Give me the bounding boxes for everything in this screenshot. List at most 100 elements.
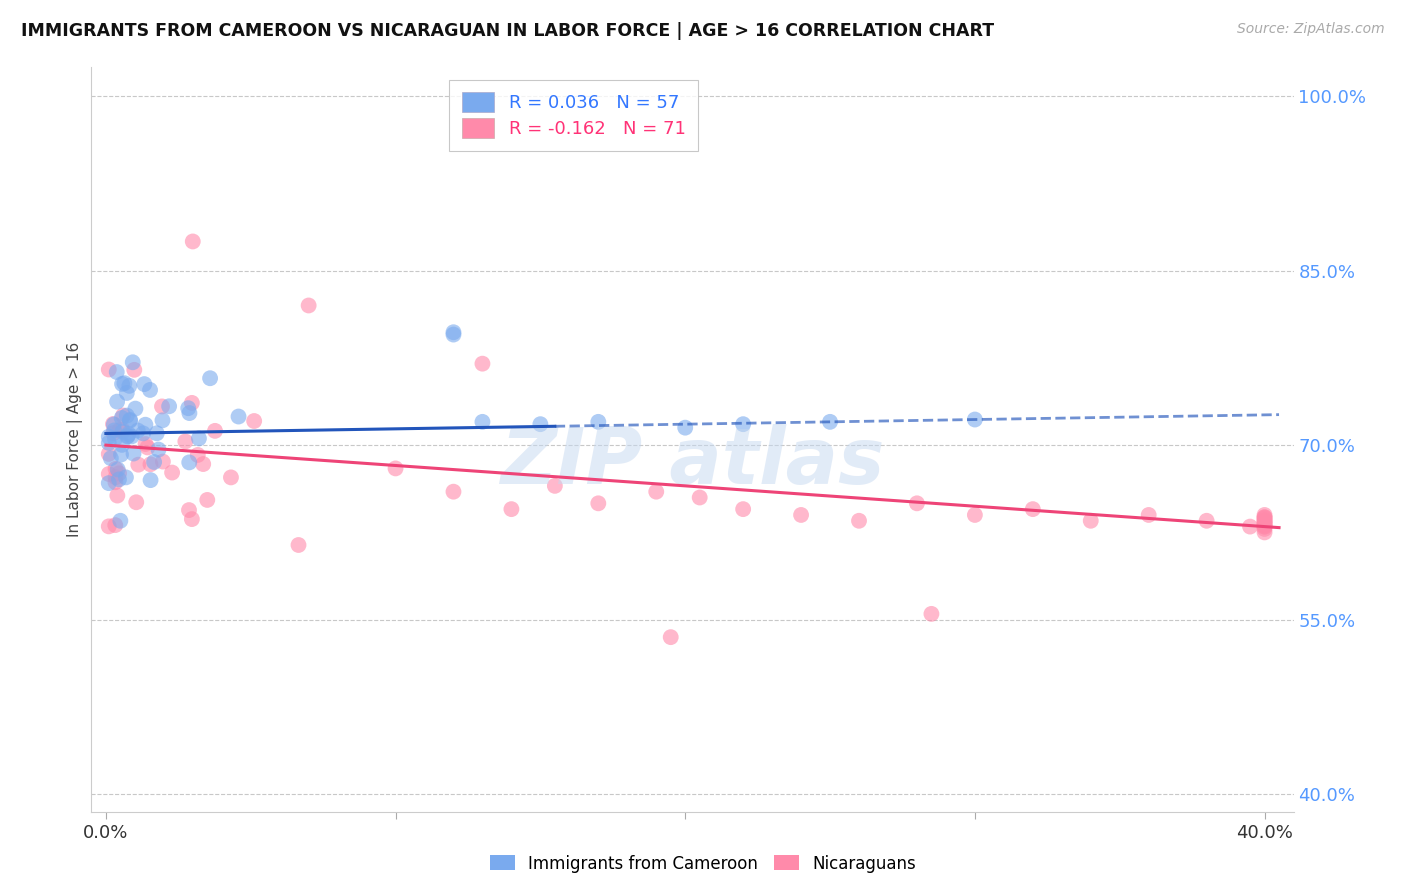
Point [1253,525,1275,540]
Point [529,417,551,432]
Point [97,467,120,481]
Point [111,438,134,452]
Point [1137,508,1160,522]
Point [471,415,494,429]
Point [187,431,209,445]
Point [1239,519,1261,533]
Point [673,420,696,434]
Point [645,484,668,499]
Point [111,423,134,437]
Point [501,502,523,516]
Point [110,448,132,462]
Point [108,467,131,481]
Point [118,379,141,393]
Point [1253,522,1275,536]
Point [97,447,120,461]
Point [198,371,221,385]
Point [1253,514,1275,528]
Point [193,457,215,471]
Point [1253,515,1275,529]
Point [243,414,266,428]
Point [105,489,128,503]
Point [115,386,138,401]
Point [443,327,465,342]
Point [689,491,711,505]
Text: IMMIGRANTS FROM CAMEROON VS NICARAGUAN IN LABOR FORCE | AGE > 16 CORRELATION CHA: IMMIGRANTS FROM CAMEROON VS NICARAGUAN I… [21,22,994,40]
Point [180,512,202,526]
Point [132,426,155,441]
Point [104,462,127,476]
Point [219,470,242,484]
Point [124,363,146,377]
Point [1022,502,1045,516]
Point [177,401,200,416]
Point [112,409,135,423]
Point [187,448,209,462]
Point [1195,514,1218,528]
Point [97,519,120,533]
Point [1253,519,1275,533]
Point [228,409,250,424]
Point [105,365,128,379]
Point [659,630,682,644]
Point [1253,518,1275,533]
Point [97,436,120,450]
Point [963,508,986,522]
Point [733,502,755,516]
Point [108,472,131,486]
Point [1253,510,1275,524]
Point [145,426,167,441]
Point [108,423,131,437]
Point [115,429,138,443]
Point [544,479,567,493]
Point [443,484,465,499]
Point [97,430,120,444]
Point [104,518,127,533]
Legend: Immigrants from Cameroon, Nicaraguans: Immigrants from Cameroon, Nicaraguans [482,848,924,880]
Point [134,377,156,392]
Point [181,235,204,249]
Point [1253,517,1275,532]
Point [100,451,122,466]
Point [127,458,149,472]
Point [118,413,141,427]
Point [124,401,146,416]
Point [1253,510,1275,524]
Point [1253,511,1275,525]
Point [104,475,127,490]
Point [127,424,149,438]
Point [905,496,928,510]
Point [179,406,201,420]
Point [443,325,465,339]
Point [1253,514,1275,528]
Point [139,473,162,487]
Point [177,503,200,517]
Point [179,455,201,469]
Point [104,432,127,446]
Point [298,298,321,312]
Point [115,409,138,423]
Point [121,429,143,443]
Point [125,495,148,509]
Point [134,417,156,432]
Point [139,383,162,397]
Point [111,376,134,391]
Point [115,470,138,484]
Point [135,437,157,451]
Point [287,538,309,552]
Point [110,514,132,528]
Point [103,426,125,441]
Point [160,466,183,480]
Point [790,508,813,522]
Point [174,434,197,449]
Legend: R = 0.036   N = 57, R = -0.162   N = 71: R = 0.036 N = 57, R = -0.162 N = 71 [449,79,699,151]
Point [588,415,610,429]
Point [97,362,120,376]
Point [1253,519,1275,533]
Point [471,357,494,371]
Point [143,455,166,469]
Point [118,414,141,428]
Text: ZIP atlas: ZIP atlas [501,424,884,500]
Y-axis label: In Labor Force | Age > 16: In Labor Force | Age > 16 [67,342,83,537]
Point [588,496,610,510]
